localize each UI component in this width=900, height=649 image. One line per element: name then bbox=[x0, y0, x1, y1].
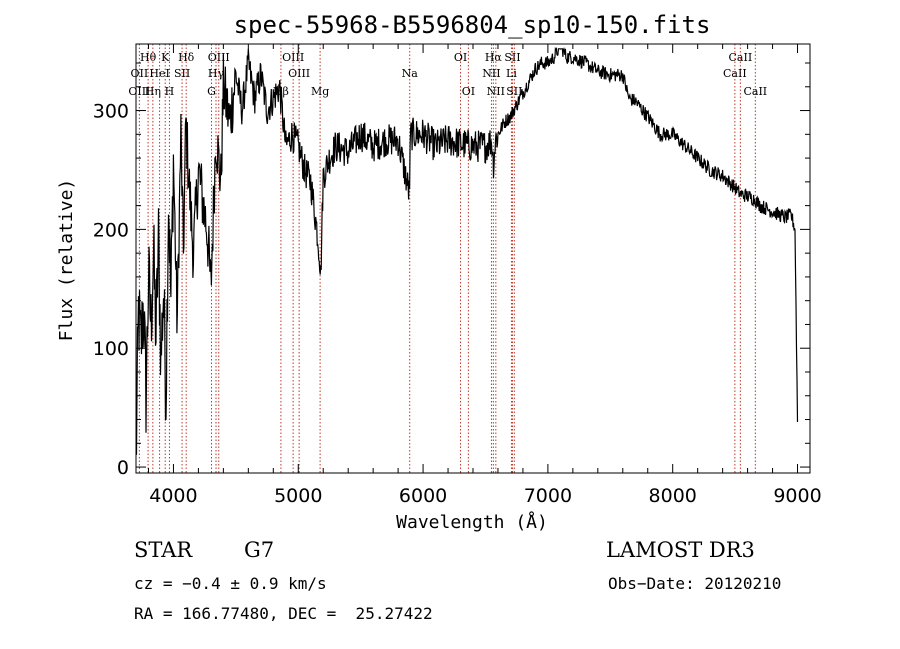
y-axis-ticks: 0 100 200 300 bbox=[93, 62, 810, 479]
line-label: K bbox=[161, 51, 170, 64]
x-tick-label: 6000 bbox=[399, 485, 447, 507]
x-tick-label: 5000 bbox=[274, 485, 322, 507]
object-type: STAR bbox=[134, 538, 193, 562]
line-label: SII bbox=[506, 85, 522, 98]
line-label: OIII bbox=[208, 51, 230, 64]
line-label: HeI bbox=[149, 67, 169, 80]
line-label: G bbox=[207, 85, 216, 98]
spectrum-line bbox=[135, 46, 799, 455]
spectral-class: G7 bbox=[244, 538, 275, 562]
survey-name: LAMOST DR3 bbox=[606, 538, 755, 562]
line-label: Na bbox=[402, 67, 419, 80]
line-label: H bbox=[165, 85, 175, 98]
x-axis-label: Wavelength (Å) bbox=[396, 511, 548, 533]
y-tick-label: 100 bbox=[93, 338, 129, 360]
line-label: OI bbox=[462, 85, 475, 98]
observation-date: Obs−Date: 20120210 bbox=[608, 574, 782, 593]
x-tick-label: 4000 bbox=[149, 485, 197, 507]
line-label: CaII bbox=[729, 51, 753, 64]
line-label: Mg bbox=[311, 85, 329, 98]
y-tick-label: 300 bbox=[93, 101, 129, 123]
x-tick-label: 9000 bbox=[773, 485, 821, 507]
line-label: NII bbox=[482, 67, 500, 80]
line-label: Hγ bbox=[208, 67, 225, 80]
y-tick-label: 200 bbox=[93, 219, 129, 241]
line-label: Hθ bbox=[140, 51, 157, 64]
x-axis-ticks: 4000 5000 6000 7000 8000 9000 bbox=[147, 44, 822, 507]
line-label: OIII bbox=[288, 67, 310, 80]
line-label: OI bbox=[454, 51, 467, 64]
ra-dec-coordinates: RA = 166.77480, DEC = 25.27422 bbox=[134, 604, 433, 623]
line-label: Hδ bbox=[178, 51, 195, 64]
line-label: CaII bbox=[743, 85, 767, 98]
line-label: OIII bbox=[282, 51, 304, 64]
redshift-cz: cz = −0.4 ± 0.9 km/s bbox=[134, 574, 327, 593]
line-label: SII bbox=[174, 67, 190, 80]
plot-frame bbox=[135, 43, 811, 474]
chart-title: spec-55968-B5596804_sp10-150.fits bbox=[234, 11, 711, 39]
line-label: NII bbox=[487, 85, 505, 98]
line-label: OIII bbox=[128, 85, 150, 98]
line-label: Hα bbox=[485, 51, 503, 64]
x-tick-label: 8000 bbox=[649, 485, 697, 507]
line-label: Li bbox=[506, 67, 517, 80]
line-label: SII bbox=[504, 51, 520, 64]
line-label: CaII bbox=[723, 67, 747, 80]
line-label: OII bbox=[131, 67, 149, 80]
x-tick-label: 7000 bbox=[524, 485, 572, 507]
y-tick-label: 0 bbox=[117, 457, 129, 479]
y-axis-label: Flux (relative) bbox=[56, 179, 77, 342]
line-label: Hη bbox=[145, 85, 161, 98]
